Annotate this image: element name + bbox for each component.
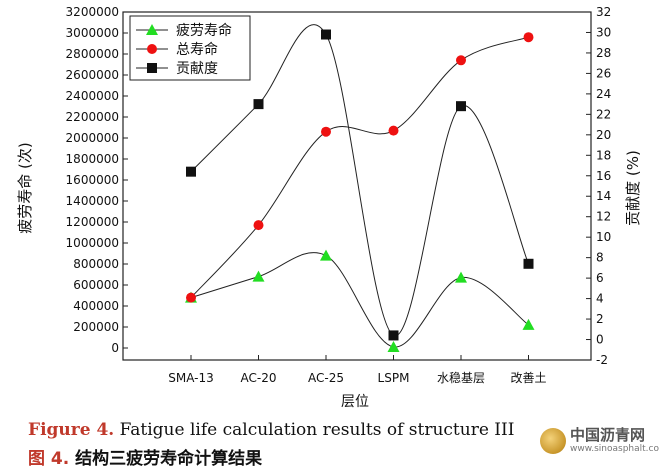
left-tick-label: 800000 [73, 257, 119, 271]
figure-number-en: Figure 4. [28, 420, 115, 440]
x-tick-label: 改善土 [510, 370, 546, 385]
right-tick-label: 28 [596, 46, 611, 60]
square-marker [523, 258, 534, 269]
watermark-name: 中国沥青网 [570, 426, 646, 444]
right-tick-label: 0 [596, 333, 604, 347]
right-tick-label: 32 [596, 5, 611, 19]
right-tick-label: 10 [596, 230, 611, 244]
legend-label: 贡献度 [176, 61, 218, 77]
triangle-marker [455, 271, 467, 283]
triangle-marker [252, 270, 265, 282]
right-tick-label: 22 [596, 107, 611, 121]
right-tick-label: 26 [596, 66, 611, 80]
right-tick-label: 4 [596, 292, 604, 306]
circle-marker [523, 32, 534, 43]
figure-caption-en: Figure 4. Fatigue life calculation resul… [28, 420, 514, 440]
right-axis-title: 贡献度 (%) [624, 150, 642, 226]
right-tick-label: 16 [596, 169, 611, 183]
circle-marker [253, 220, 264, 231]
right-tick-label: 2 [596, 312, 604, 326]
legend-label: 总寿命 [176, 41, 218, 58]
chart: 0 200000 400000 600000 800000 1000000 1200000 1… [16, 5, 642, 410]
figure-caption-zh: 图 4. 结构三疲劳寿命计算结果 [28, 444, 262, 469]
x-tick-label: 水稳基层 [437, 370, 485, 385]
right-tick-label: 30 [596, 25, 611, 39]
left-tick-label: 2200000 [66, 110, 119, 124]
legend-circle-marker [147, 44, 157, 54]
left-tick-label: 2000000 [66, 131, 119, 145]
watermark: 中国沥青网 www.sinoasphalt.com [540, 428, 659, 454]
left-tick-label: 1200000 [66, 215, 119, 229]
circle-marker [456, 55, 466, 66]
watermark-logo-icon [540, 428, 566, 454]
right-tick-label: 20 [596, 128, 611, 142]
triangle-marker [387, 340, 400, 352]
square-marker [253, 99, 264, 110]
legend-square-marker [147, 63, 157, 73]
left-tick-label: 2600000 [66, 68, 119, 82]
right-tick-label: 24 [596, 87, 611, 101]
left-tick-label: 1000000 [66, 236, 119, 250]
triangle-marker [522, 318, 535, 330]
square-marker [186, 166, 196, 177]
right-tick-label: 6 [596, 271, 604, 285]
left-tick-label: 3000000 [66, 26, 119, 40]
left-tick-label: 200000 [73, 320, 119, 334]
plot-frame [122, 11, 592, 361]
legend-label: 疲劳寿命 [176, 22, 232, 39]
x-tick-label: LSPM [378, 371, 410, 385]
circle-marker [186, 292, 196, 303]
right-tick-label: 18 [596, 148, 611, 162]
right-tick-label: 12 [596, 210, 611, 224]
circle-marker [388, 125, 399, 136]
watermark-url: www.sinoasphalt.com [570, 444, 659, 454]
right-tick-label: 8 [596, 251, 604, 265]
left-tick-label: 2400000 [66, 89, 119, 103]
figure-number-zh: 图 4. [28, 449, 70, 469]
series-line-square [190, 24, 529, 336]
square-marker [321, 29, 331, 40]
left-axis-title: 疲劳寿命 (次) [16, 142, 34, 233]
x-tick-label: AC-20 [241, 371, 277, 385]
legend-triangle-marker [146, 24, 158, 35]
circle-marker [321, 126, 331, 137]
left-tick-label: 0 [111, 341, 119, 355]
square-marker [456, 101, 466, 112]
series-line-triangle [190, 252, 529, 348]
left-tick-label: 1600000 [66, 173, 119, 187]
left-tick-label: 3200000 [66, 5, 119, 19]
square-marker [388, 330, 399, 341]
left-tick-label: 600000 [73, 278, 119, 292]
x-tick-label: AC-25 [308, 371, 344, 385]
left-tick-label: 400000 [73, 299, 119, 313]
left-tick-label: 2800000 [66, 47, 119, 61]
x-axis-title: 层位 [341, 394, 369, 410]
left-tick-label: 1400000 [66, 194, 119, 208]
triangle-marker [320, 249, 332, 261]
left-tick-label: 1800000 [66, 152, 119, 166]
x-tick-label: SMA-13 [168, 371, 214, 385]
figure-title-en: Fatigue life calculation results of stru… [119, 420, 515, 440]
figure-title-zh: 结构三疲劳寿命计算结果 [75, 449, 263, 469]
right-tick-label: 14 [596, 189, 611, 203]
right-tick-label: -2 [596, 353, 608, 367]
